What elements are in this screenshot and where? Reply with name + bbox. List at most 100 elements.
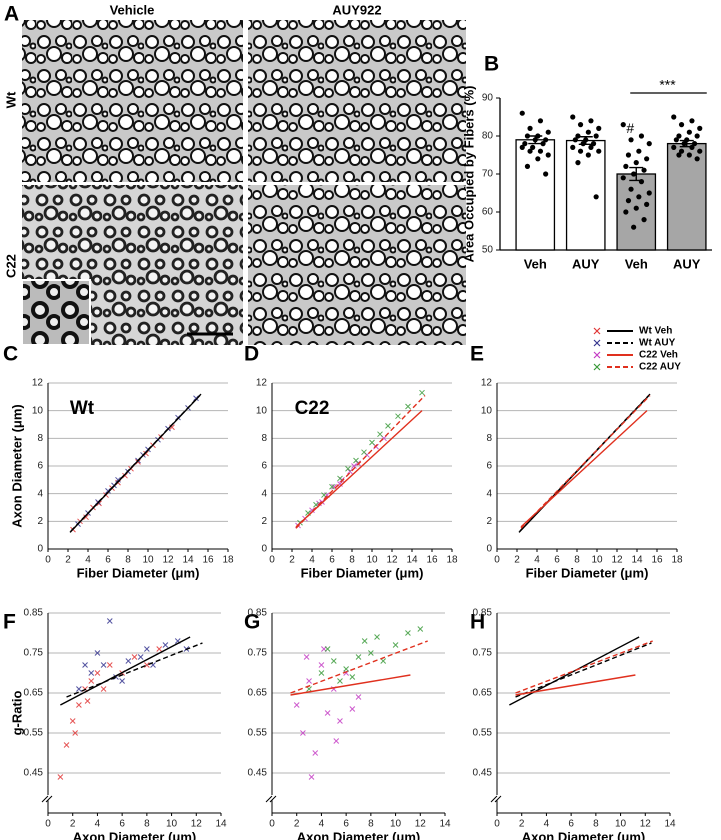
data-point [527,148,533,154]
data-point [570,114,576,120]
x-tick-label: 14 [406,555,418,566]
data-point [585,129,591,135]
x-tick-label: 10 [591,555,603,566]
x-tick-label: 8 [125,555,131,566]
axis-break [265,795,277,803]
data-point [638,133,645,139]
data-point [530,144,536,150]
x-tick-label: 14 [182,555,194,566]
panel-label: E [470,343,484,366]
y-tick-label: 8 [37,433,43,444]
axis-break-gap [267,795,277,800]
y-tick-label: 12 [256,378,268,389]
data-point [575,133,581,139]
fit-line [515,642,652,698]
data-point [522,141,528,147]
x-tick-label: 18 [671,555,683,566]
data-point [585,152,591,158]
x-tick-label: 4 [534,555,540,566]
data-point [374,634,380,640]
data-point [193,395,199,402]
y-tick-label: 80 [482,131,494,142]
y-tick-label: 0.55 [248,728,268,739]
x-tick-label: 0 [45,819,51,830]
legend-marker [593,363,601,371]
y-tick-label: 2 [486,516,492,527]
x-tick-label: 6 [343,819,349,830]
data-point [583,137,589,143]
data-point [524,133,531,139]
y-tick-label: 90 [482,93,494,104]
y-tick-label: 0.75 [248,648,268,659]
data-point [684,137,690,143]
data-point [636,194,642,200]
data-point [100,662,107,668]
x-tick-label: 14 [215,819,227,830]
x-tick-label: 0 [494,819,500,830]
data-point [596,148,602,154]
y-tick-label: 0.85 [473,608,493,619]
y-tick-label: 8 [261,433,267,444]
data-point [638,179,645,185]
data-point [125,658,132,664]
x-tick-label: 4 [544,819,550,830]
data-point [633,160,639,166]
data-point [144,662,150,668]
data-point [318,670,325,676]
column-label: AUY922 [332,2,381,17]
data-point [535,133,541,139]
data-point [324,646,331,652]
y-tick-label: 70 [482,169,494,180]
data-point [115,476,121,483]
x-tick-label: 2 [289,555,295,566]
data-point [343,666,349,672]
y-tick-label: 10 [481,405,493,416]
data-point [131,654,138,660]
x-tick-label: AUY [572,256,600,271]
data-point [590,141,597,147]
data-point [355,654,362,660]
x-tick-label: 16 [651,555,663,566]
data-point [106,618,113,624]
data-point [676,152,682,158]
data-point [57,774,64,780]
data-point [537,148,544,154]
x-tick-label: 16 [426,555,438,566]
legend-marker [593,351,601,359]
fit-line [66,642,203,698]
legend-marker [593,327,601,335]
panel-label: G [244,611,260,634]
fit-line [290,640,428,694]
data-point [106,662,113,668]
y-tick-label: 2 [37,516,43,527]
data-point [162,642,169,648]
data-point [308,774,315,780]
data-point [575,160,581,166]
data-point [593,133,599,139]
y-tick-label: 0 [261,544,267,555]
y-tick-label: 0 [486,544,492,555]
data-point [82,662,88,668]
y-tick-label: 0.45 [248,768,268,779]
data-point [641,167,647,173]
data-point [377,431,383,438]
panel-label: D [244,343,259,366]
y-tick-label: 0 [37,544,43,555]
annotation: # [626,120,634,136]
micrograph-wt-auy922 [248,20,466,182]
data-point [349,706,356,712]
x-tick-label: 14 [439,819,451,830]
bar [666,142,707,251]
x-tick-label: 4 [85,555,91,566]
x-tick-label: Veh [625,256,648,271]
data-point [620,175,626,181]
y-tick-label: 8 [486,433,492,444]
fit-line [295,394,426,529]
data-point [689,144,695,150]
data-point [353,457,359,464]
data-point [537,118,544,124]
data-point [620,122,626,128]
y-tick-label: 0.75 [24,648,44,659]
x-tick-label: 10 [166,819,178,830]
x-axis-label: Fiber Diameter (μm) [301,565,424,580]
